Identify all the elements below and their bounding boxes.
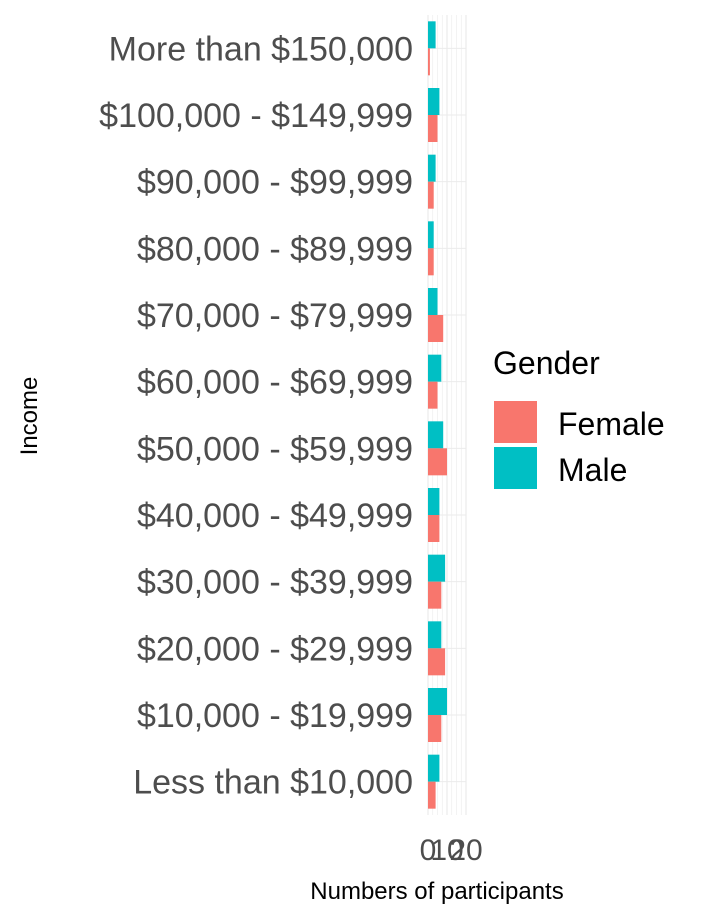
category-label: $70,000 - $79,999 bbox=[137, 297, 413, 335]
category-label: $90,000 - $99,999 bbox=[137, 164, 413, 202]
category-label: $100,000 - $149,999 bbox=[99, 97, 413, 135]
bar-male bbox=[428, 488, 440, 515]
category-label: $40,000 - $49,999 bbox=[137, 497, 413, 535]
bar-male bbox=[428, 621, 442, 649]
category-label: $50,000 - $59,999 bbox=[137, 430, 413, 468]
bar-female bbox=[428, 48, 430, 76]
legend-label-male: Male bbox=[558, 452, 627, 488]
category-label: $10,000 - $19,999 bbox=[137, 697, 413, 735]
bar-female bbox=[428, 648, 446, 676]
category-label: $30,000 - $39,999 bbox=[137, 564, 413, 602]
bar-male bbox=[428, 221, 434, 249]
legend-key-male bbox=[494, 447, 537, 489]
bar-female bbox=[428, 581, 442, 609]
bar-female bbox=[428, 448, 447, 476]
category-label: $80,000 - $89,999 bbox=[137, 230, 413, 268]
legend: Gender Female Male bbox=[493, 345, 665, 489]
legend-title: Gender bbox=[493, 345, 600, 381]
bar-male bbox=[428, 554, 446, 582]
bar-female bbox=[428, 181, 434, 209]
category-label: Less than $10,000 bbox=[133, 764, 413, 802]
bar-male bbox=[428, 754, 440, 782]
bar-female bbox=[428, 115, 438, 142]
bar-male bbox=[428, 354, 442, 382]
bar-male bbox=[428, 88, 440, 115]
x-tick-label: 10 bbox=[430, 834, 463, 867]
x-tick-label: 0 bbox=[420, 834, 437, 867]
bar-male bbox=[428, 21, 436, 49]
bar-female bbox=[428, 715, 442, 742]
bar-female bbox=[428, 381, 438, 409]
bar-female bbox=[428, 315, 444, 342]
category-label: $20,000 - $29,999 bbox=[137, 630, 413, 668]
bar-male bbox=[428, 421, 444, 449]
category-labels: More than $150,000 $100,000 - $149,999 $90… bbox=[99, 30, 413, 801]
bar-female bbox=[428, 515, 440, 542]
bar-male bbox=[428, 688, 447, 715]
x-axis-title: Numbers of participants bbox=[310, 878, 563, 905]
category-label: More than $150,000 bbox=[109, 30, 413, 68]
bars bbox=[428, 21, 447, 809]
bar-female bbox=[428, 248, 434, 276]
y-axis-title: Income bbox=[16, 377, 43, 456]
bar-male bbox=[428, 154, 436, 182]
category-label: $60,000 - $69,999 bbox=[137, 364, 413, 402]
legend-key-female bbox=[494, 401, 537, 443]
x-tick-label: 20 bbox=[449, 834, 482, 867]
bar-male bbox=[428, 288, 438, 315]
bar-female bbox=[428, 781, 436, 809]
legend-label-female: Female bbox=[558, 406, 665, 442]
